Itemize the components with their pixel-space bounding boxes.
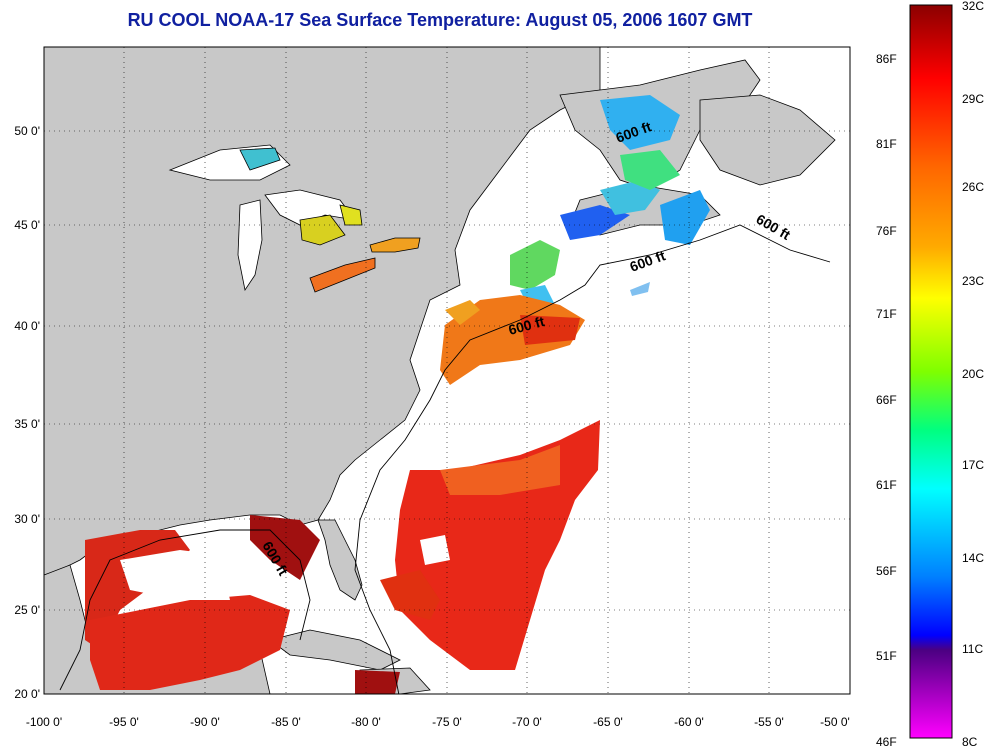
- colorbar-celsius-label: 11C: [962, 642, 983, 656]
- colorbar-celsius-label: 8C: [962, 735, 978, 749]
- lon-tick: -80 0': [351, 715, 381, 729]
- lon-tick: -85 0': [271, 715, 301, 729]
- colorbar-celsius-label: 29C: [962, 92, 984, 106]
- lat-tick: 25 0': [14, 603, 40, 617]
- colorbar-celsius-label: 26C: [962, 180, 984, 194]
- lon-tick: -65 0': [593, 715, 623, 729]
- lon-tick: -100 0': [26, 715, 62, 729]
- colorbar-gradient: [909, 4, 953, 739]
- lon-tick: -75 0': [432, 715, 462, 729]
- lon-tick: -60 0': [674, 715, 704, 729]
- great-lakes: [168, 144, 421, 293]
- colorbar-celsius-label: 14C: [962, 551, 984, 565]
- lat-tick: 50 0': [14, 124, 40, 138]
- colorbar-fahrenheit-label: 61F: [876, 478, 897, 492]
- cold-water-region: [510, 95, 710, 310]
- colorbar-fahrenheit-label: 81F: [876, 137, 897, 151]
- isobath-contour: [354, 224, 831, 694]
- lon-tick: -50 0': [820, 715, 850, 729]
- lon-tick: -95 0': [109, 715, 139, 729]
- colorbar-fahrenheit-label: 56F: [876, 564, 897, 578]
- colorbar-fahrenheit-label: 66F: [876, 393, 897, 407]
- map-title: RU COOL NOAA-17 Sea Surface Temperature:…: [127, 10, 753, 30]
- lon-tick: -70 0': [512, 715, 542, 729]
- colorbar-celsius-label: 20C: [962, 367, 984, 381]
- lat-tick: 20 0': [14, 687, 40, 701]
- plot-frame: [43, 46, 851, 695]
- cloud-gaps: [120, 535, 450, 600]
- colorbar-fahrenheit-label: 86F: [876, 52, 897, 66]
- colorbar: 32C 29C 26C 23C 20C 17C 14C 11C 8C 86F 8…: [876, 0, 984, 749]
- colorbar-celsius-label: 17C: [962, 458, 984, 472]
- lat-axis: 50 0' 45 0' 40 0' 35 0' 30 0' 25 0' 20 0…: [14, 124, 40, 701]
- colorbar-fahrenheit-label: 71F: [876, 307, 897, 321]
- lat-tick: 35 0': [14, 417, 40, 431]
- lat-tick: 45 0': [14, 218, 40, 232]
- colorbar-celsius-label: 23C: [962, 274, 984, 288]
- colorbar-celsius-label: 32C: [962, 0, 984, 13]
- colorbar-fahrenheit-label: 76F: [876, 224, 897, 238]
- lon-tick: -90 0': [190, 715, 220, 729]
- lon-axis: -100 0' -95 0' -90 0' -85 0' -80 0' -75 …: [26, 715, 850, 729]
- lon-tick: -55 0': [754, 715, 784, 729]
- lat-tick: 30 0': [14, 512, 40, 526]
- gulf-isobath-contour: [59, 529, 311, 691]
- plot-area: 600 ft 600 ft 600 ft 600 ft 600 ft: [44, 47, 850, 694]
- colorbar-fahrenheit-label: 46F: [876, 735, 897, 749]
- colorbar-fahrenheit-label: 51F: [876, 649, 897, 663]
- lat-tick: 40 0': [14, 319, 40, 333]
- warm-water-region: [85, 295, 600, 694]
